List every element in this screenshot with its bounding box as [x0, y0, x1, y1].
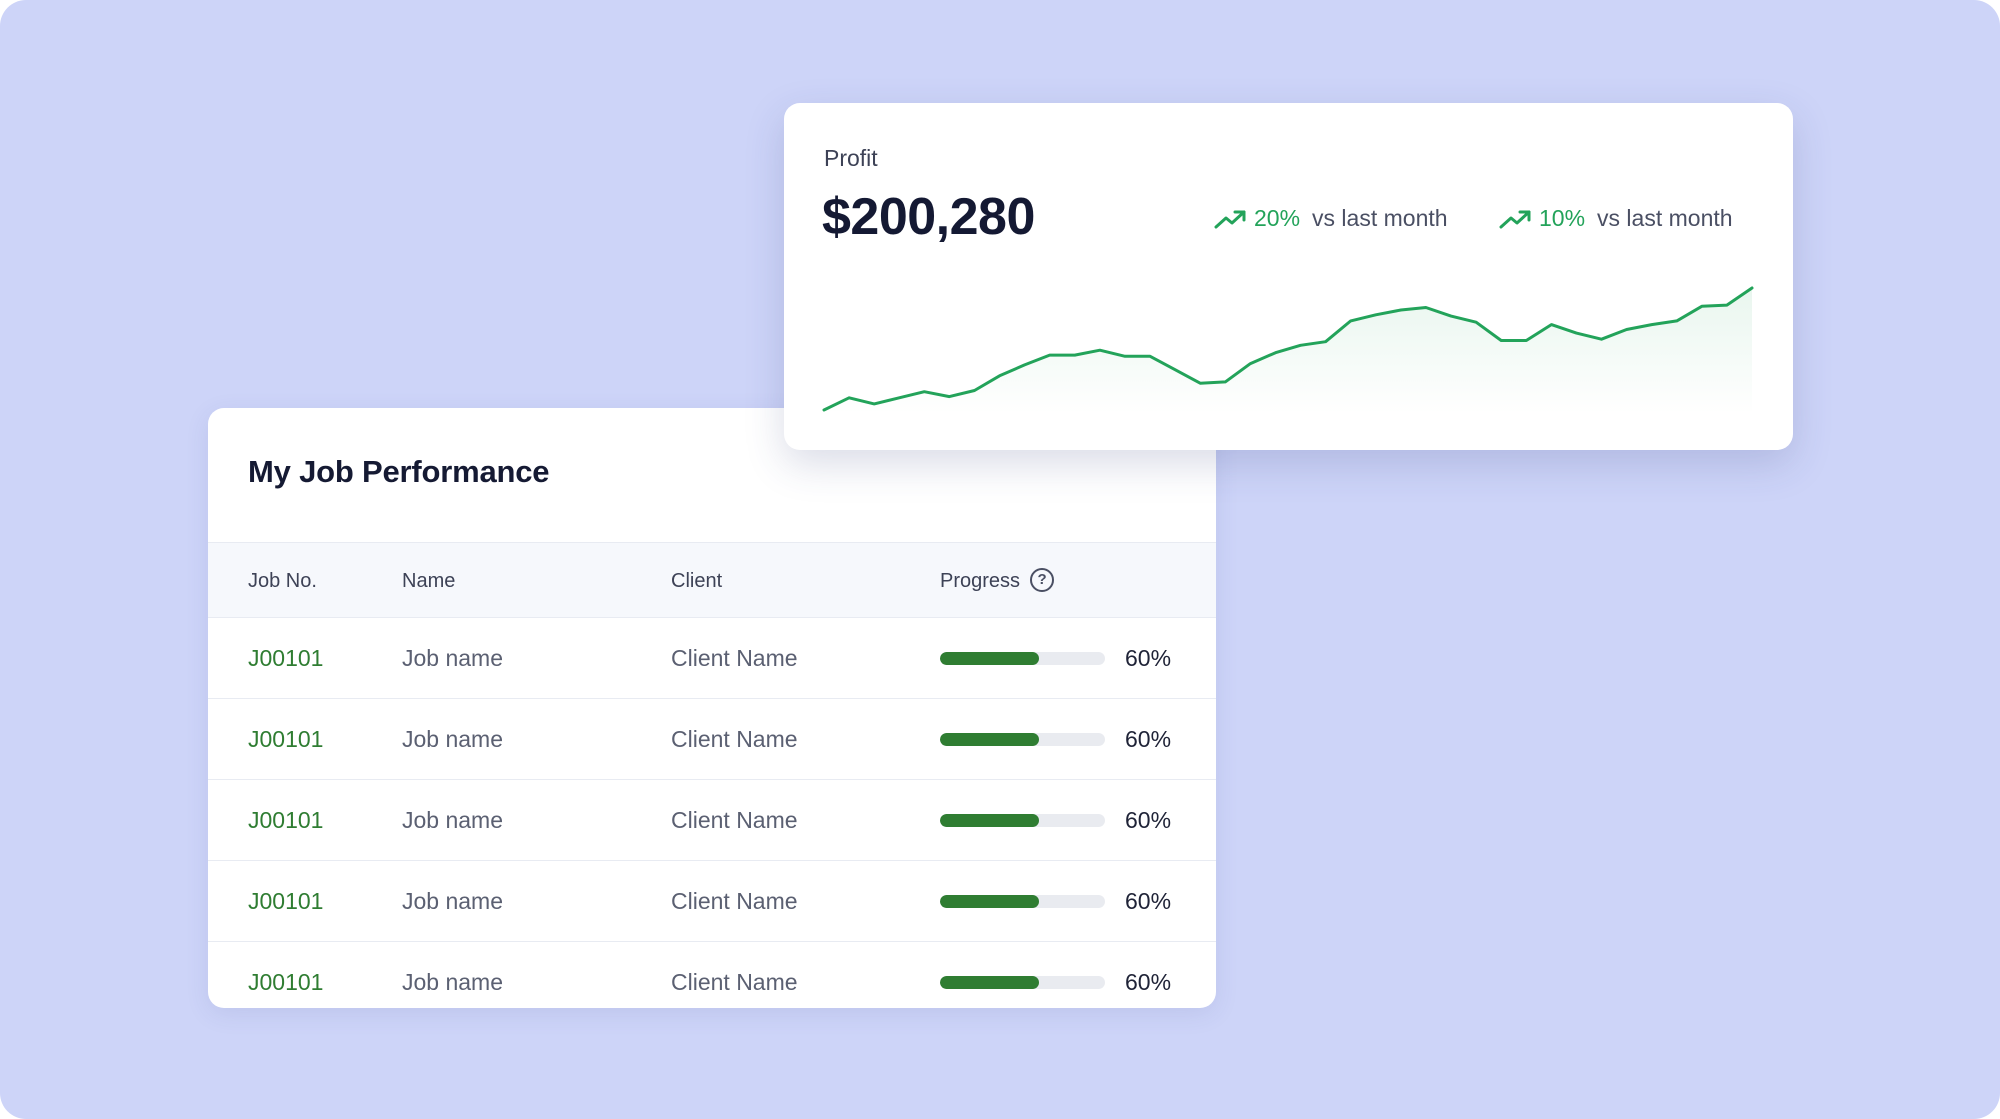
table-row[interactable]: J00101 Job name Client Name 60%: [208, 861, 1216, 942]
progress-bar: [940, 814, 1105, 827]
trend-up-icon: [1214, 210, 1246, 229]
job-number-link[interactable]: J00101: [248, 645, 324, 671]
table-body: J00101 Job name Client Name 60% J00101 Job na…: [208, 618, 1216, 1008]
profit-stat-2-caption: vs last month: [1597, 205, 1733, 231]
trend-up-icon: [1499, 210, 1531, 229]
table-row[interactable]: J00101 Job name Client Name 60%: [208, 618, 1216, 699]
profit-label: Profit: [824, 145, 878, 171]
client-name: Client Name: [671, 888, 798, 914]
job-number-link[interactable]: J00101: [248, 969, 324, 995]
job-performance-card: My Job Performance Job No. Name Client P…: [208, 408, 1216, 1008]
job-name: Job name: [402, 726, 504, 752]
table-row[interactable]: J00101 Job name Client Name 60%: [208, 780, 1216, 861]
progress-bar: [940, 733, 1105, 746]
column-header-progress-label: Progress: [940, 570, 1021, 592]
job-name: Job name: [402, 645, 504, 671]
job-name: Job name: [402, 807, 504, 833]
table-row[interactable]: J00101 Job name Client Name 60%: [208, 942, 1216, 1008]
job-table: Job No. Name Client Progress? J00101 Job …: [208, 542, 1216, 1008]
job-performance-title: My Job Performance: [248, 454, 550, 489]
progress-bar-fill: [940, 976, 1039, 989]
progress-percent: 60%: [1125, 969, 1172, 995]
table-header: Job No. Name Client Progress?: [208, 542, 1216, 618]
profit-stat-2: 10% vs last month: [1499, 203, 1733, 233]
progress-percent: 60%: [1125, 645, 1172, 671]
profit-card: Profit $200,280 20% vs last month 10% vs l…: [784, 103, 1793, 450]
column-header-progress[interactable]: Progress?: [940, 543, 1055, 619]
job-number-link[interactable]: J00101: [248, 726, 324, 752]
job-name: Job name: [402, 888, 504, 914]
column-header-client[interactable]: Client: [671, 570, 723, 592]
progress-bar-fill: [940, 652, 1039, 665]
progress-percent: 60%: [1125, 888, 1172, 914]
progress-bar-fill: [940, 895, 1039, 908]
profit-stat-1: 20% vs last month: [1214, 203, 1448, 233]
progress-bar: [940, 895, 1105, 908]
profit-stat-1-percent: 20%: [1254, 205, 1301, 231]
progress-bar-fill: [940, 733, 1039, 746]
table-row[interactable]: J00101 Job name Client Name 60%: [208, 699, 1216, 780]
progress-bar: [940, 652, 1105, 665]
client-name: Client Name: [671, 969, 798, 995]
sparkline-area: [824, 288, 1752, 414]
progress-percent: 60%: [1125, 807, 1172, 833]
progress-bar: [940, 976, 1105, 989]
profit-sparkline-chart: [822, 286, 1754, 414]
sparkline-line: [822, 286, 1754, 412]
client-name: Client Name: [671, 645, 798, 671]
profit-stat-2-percent: 10%: [1539, 205, 1586, 231]
profit-stat-1-caption: vs last month: [1312, 205, 1448, 231]
progress-bar-fill: [940, 814, 1039, 827]
client-name: Client Name: [671, 807, 798, 833]
client-name: Client Name: [671, 726, 798, 752]
job-name: Job name: [402, 969, 504, 995]
job-number-link[interactable]: J00101: [248, 888, 324, 914]
column-header-job-no[interactable]: Job No.: [248, 570, 317, 592]
job-number-link[interactable]: J00101: [248, 807, 324, 833]
progress-percent: 60%: [1125, 726, 1172, 752]
profit-value: $200,280: [822, 188, 1035, 246]
column-header-name[interactable]: Name: [402, 570, 456, 592]
help-icon[interactable]: ?: [1030, 568, 1055, 593]
